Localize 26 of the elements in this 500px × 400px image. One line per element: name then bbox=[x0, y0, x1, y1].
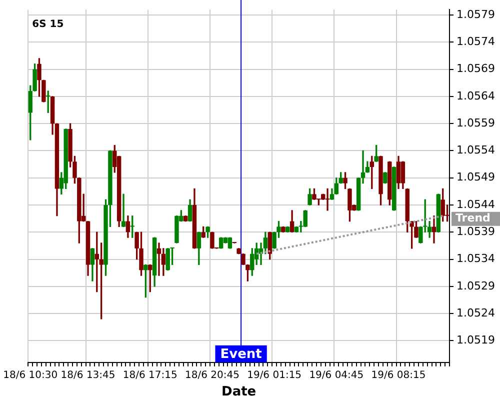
x-axis-title: Date bbox=[222, 384, 256, 400]
x-tick-label: 18/6 13:45 bbox=[60, 370, 116, 381]
x-tick-label: 19/6 01:15 bbox=[247, 370, 302, 381]
candlestick bbox=[156, 242, 162, 276]
x-tick-label: 19/6 08:15 bbox=[371, 370, 426, 381]
y-tick-label: 1.0519 bbox=[456, 334, 496, 347]
text: 6S 15 bbox=[32, 19, 64, 30]
candlestick bbox=[325, 188, 330, 211]
y-tick-label: 1.0569 bbox=[456, 62, 496, 76]
annotation: Event bbox=[220, 346, 262, 362]
x-tick-label: 19/6 04:45 bbox=[309, 370, 364, 381]
y-tick-label: 1.0539 bbox=[456, 224, 496, 238]
x-tick-label: 18/6 10:30 bbox=[3, 370, 58, 381]
y-tick-label: 1.0574 bbox=[456, 35, 496, 48]
y-tick-label: 1.0564 bbox=[456, 89, 496, 102]
y-tick-label: 1.0549 bbox=[456, 170, 496, 184]
y-tick-label: 1.0529 bbox=[456, 279, 496, 292]
y-tick-label: 1.0534 bbox=[456, 252, 496, 266]
y-tick-label: 1.0579 bbox=[456, 8, 496, 21]
x-tick-label: 18/6 17:15 bbox=[122, 370, 178, 381]
y-tick-label: 1.0524 bbox=[456, 306, 496, 320]
x-tick-label: 18/6 20:45 bbox=[184, 370, 240, 381]
series-label: Trend bbox=[456, 212, 490, 225]
y-tick-label: 1.0559 bbox=[456, 116, 496, 130]
y-tick-label: 1.0554 bbox=[456, 144, 496, 157]
y-tick-label: 1.0544 bbox=[456, 198, 496, 211]
